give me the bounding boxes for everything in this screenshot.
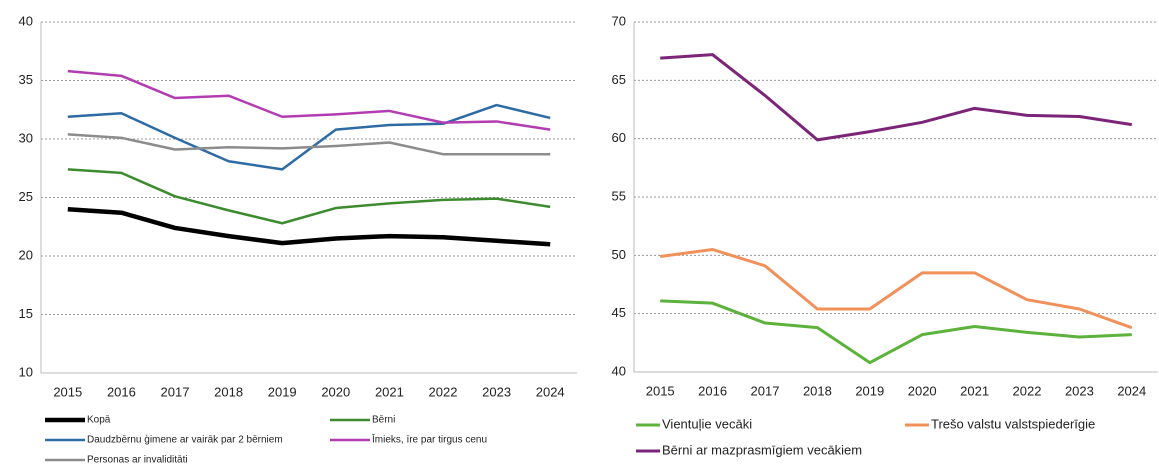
series-line <box>660 299 1132 365</box>
y-tick-label: 10 <box>19 364 33 379</box>
x-tick-label: 2020 <box>908 383 937 398</box>
series-line <box>67 69 551 131</box>
y-tick-label: 40 <box>612 363 626 378</box>
y-tick-label: 20 <box>19 247 33 262</box>
x-tick-label: 2024 <box>536 384 565 399</box>
x-tick-label: 2018 <box>214 384 243 399</box>
series-line <box>67 206 551 247</box>
y-tick-label: 55 <box>612 188 626 203</box>
series-line <box>67 133 551 156</box>
x-tick-label: 2018 <box>803 383 832 398</box>
x-tick-label: 2016 <box>107 384 136 399</box>
legend-label: Bērni ar mazprasmīgiem vecākiem <box>662 442 862 457</box>
x-tick-label: 2022 <box>1013 383 1042 398</box>
y-tick-label: 65 <box>612 72 626 87</box>
y-tick-label: 45 <box>612 305 626 320</box>
x-tick-label: 2015 <box>53 384 82 399</box>
x-tick-label: 2024 <box>1117 383 1146 398</box>
y-tick-label: 35 <box>19 72 33 87</box>
series-line <box>67 103 551 171</box>
x-tick-label: 2022 <box>429 384 458 399</box>
series-line <box>67 168 551 225</box>
x-tick-label: 2023 <box>482 384 511 399</box>
x-tick-label: 2019 <box>855 383 884 398</box>
legend-label: Vientuļie vecāki <box>662 416 752 431</box>
series-line <box>660 248 1133 330</box>
x-tick-label: 2021 <box>960 383 989 398</box>
x-tick-label: 2017 <box>161 384 190 399</box>
x-tick-label: 2023 <box>1065 383 1094 398</box>
legend-label: Bērni <box>372 415 395 426</box>
x-tick-label: 2021 <box>375 384 404 399</box>
legend-label: Personas ar invaliditāti <box>87 455 188 464</box>
x-tick-label: 2015 <box>646 383 675 398</box>
legend-label: Trešo valstu valstspiederīgie <box>931 416 1095 431</box>
x-tick-label: 2019 <box>268 384 297 399</box>
y-tick-label: 25 <box>19 189 33 204</box>
y-tick-label: 40 <box>19 13 33 28</box>
legend-label: Kopā <box>87 415 111 426</box>
y-tick-label: 50 <box>612 247 626 262</box>
legend-label: Daudzbērnu ģimene ar vairāk par 2 bērnie… <box>87 433 283 446</box>
x-tick-label: 2020 <box>321 384 350 399</box>
x-tick-label: 2017 <box>751 383 780 398</box>
y-tick-label: 70 <box>612 13 626 28</box>
y-tick-label: 15 <box>19 306 33 321</box>
legend-label: Īmieks, īre par tirgus cenu <box>372 434 487 446</box>
series-line <box>660 53 1133 142</box>
x-tick-label: 2016 <box>698 383 727 398</box>
y-tick-label: 30 <box>19 130 33 145</box>
y-tick-label: 60 <box>612 130 626 145</box>
